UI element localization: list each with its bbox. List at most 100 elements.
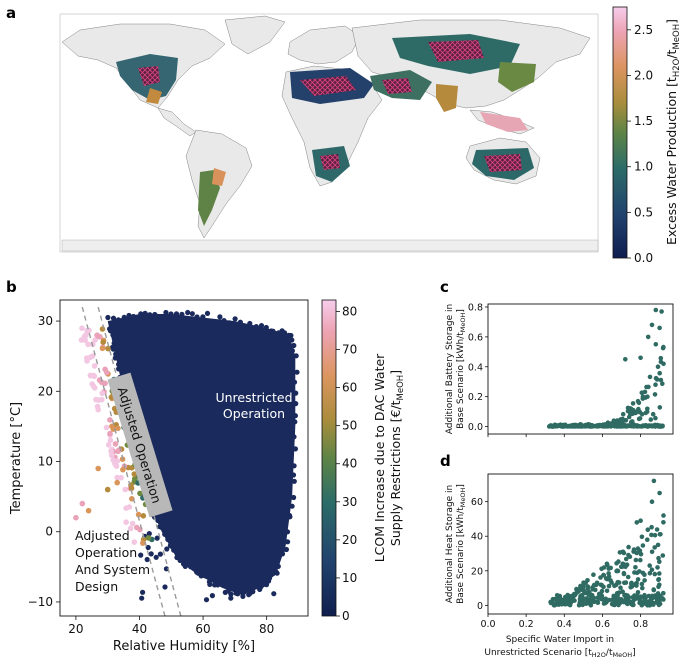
scatter-b-point	[203, 597, 210, 603]
scatter-b-point	[217, 314, 223, 320]
scatter-b-unrestricted-region	[107, 314, 296, 595]
scatter-d: 0.0 0.2 0.4 0.6 0.8 0 20 40 60 Additional Heat …	[445, 473, 674, 659]
scatter-c-point	[592, 423, 597, 429]
scatter-b-point	[107, 437, 114, 444]
scatter-d-point	[596, 591, 602, 597]
scatter-d-point	[640, 585, 645, 591]
scatter-b-point	[226, 320, 232, 326]
scatter-d-point	[606, 583, 612, 589]
panel-letter-a: a	[6, 4, 16, 22]
scatter-b-point	[266, 536, 272, 543]
scatter-d-point	[576, 589, 581, 594]
scatter-b-point	[73, 514, 79, 521]
scatter-d-point	[626, 544, 631, 550]
scatter-b-x-tick-label: 80	[259, 622, 274, 636]
scatter-b-point	[153, 554, 159, 560]
scatter-b-point	[140, 540, 146, 546]
scatter-b-y-tick-label: 30	[38, 314, 53, 328]
scatter-b-point	[138, 311, 144, 317]
scatter-b-point	[293, 390, 299, 396]
map-colorbar-tick-label: 1.5	[634, 114, 653, 128]
scatter-c-point	[629, 419, 635, 424]
scatter-b-point	[221, 552, 227, 558]
map-colorbar-tick-label: 0.5	[634, 205, 653, 219]
scatter-b-point	[190, 547, 197, 553]
scatter-b-point	[173, 311, 180, 317]
scatter-c-point	[617, 423, 622, 429]
scatter-c-y-tick-label: 0.8	[468, 302, 483, 313]
scatter-b-point	[129, 496, 135, 502]
scatter-b-point	[291, 379, 298, 385]
scatter-c-point	[597, 423, 602, 429]
scatter-d-point	[635, 577, 641, 582]
scatter-b-point	[291, 463, 297, 469]
scatter-c-point	[586, 423, 591, 429]
scatter-b-point	[166, 517, 173, 523]
scatter-b-point	[104, 369, 110, 376]
scatter-b-point	[284, 529, 291, 535]
scatter-b-point	[288, 332, 294, 339]
scatter-c-point	[660, 381, 665, 387]
scatter-b-x-tick-label: 20	[68, 622, 83, 636]
scatter-b-point	[157, 315, 163, 321]
scatter-b-point	[87, 372, 94, 379]
annotation-design-3: And System	[75, 562, 150, 577]
scatter-d-point	[639, 534, 645, 540]
scatter-b-x-tick-label: 40	[132, 622, 147, 636]
scatter-b-point	[85, 341, 91, 348]
scatter-d-point	[657, 490, 662, 496]
scatter-d-point	[589, 593, 594, 599]
scatter-b-point	[169, 527, 175, 533]
scatter-d-point	[583, 601, 589, 606]
scatter-b-point	[174, 554, 180, 561]
scatter-c-point	[620, 417, 625, 422]
scatter-d-point	[562, 602, 568, 607]
scatter-b-point	[99, 345, 106, 352]
scatter-d-xlabel-2: Unrestricted Scenario [tH2O/tMeOH]	[484, 648, 635, 659]
scatter-b-colorbar-label-2: Supply Restrictions [€/tMeOH]	[388, 370, 406, 546]
scatter-b-point	[81, 333, 88, 340]
scatter-d-point	[550, 599, 555, 605]
scatter-d-point	[634, 520, 640, 525]
map-colorbar-tick-label: 2.5	[634, 23, 653, 37]
scatter-d-point	[570, 593, 575, 599]
scatter-d-point	[559, 602, 565, 607]
scatter-b-point	[228, 595, 234, 601]
scatter-b-point	[99, 379, 105, 386]
scatter-d-y-tick-label: 20	[471, 566, 483, 577]
scatter-b-point	[176, 519, 183, 526]
scatter-c-point	[623, 357, 628, 362]
scatter-c-ylabel-1: Additional Battery Storage in	[445, 304, 455, 435]
hatch-middle-east	[382, 78, 412, 94]
scatter-b-point	[185, 309, 191, 316]
scatter-b-point	[116, 366, 122, 372]
scatter-b-point	[108, 452, 115, 459]
scatter-c-y-ticks: 0.0 0.2 0.4 0.6 0.8	[468, 302, 488, 433]
scatter-b-point	[279, 551, 286, 557]
scatter-b-point	[212, 582, 218, 588]
scatter-b-point	[182, 527, 188, 533]
scatter-c-point	[653, 382, 658, 388]
scatter-b-point	[291, 342, 297, 349]
scatter-d-point	[630, 599, 636, 604]
scatter-d-point	[601, 584, 606, 590]
scatter-d-point	[587, 601, 593, 607]
scatter-b-point	[112, 441, 119, 447]
scatter-b-point	[152, 311, 158, 318]
scatter-d-point	[591, 599, 596, 604]
scatter-d-point	[606, 571, 611, 576]
scatter-b-point	[123, 505, 129, 512]
map-colorbar-tick-label: 1.0	[634, 160, 653, 174]
scatter-b-x-ticks: 20 40 60 80	[68, 616, 274, 636]
scatter-b-point	[175, 547, 182, 554]
scatter-b-point	[172, 515, 178, 521]
scatter-d-point	[615, 579, 620, 585]
scatter-d-point	[631, 549, 636, 554]
scatter-d-point	[579, 593, 585, 598]
scatter-d-point	[612, 583, 617, 589]
scatter-d-point	[652, 532, 658, 538]
scatter-c-point	[653, 307, 659, 313]
scatter-b-point	[163, 566, 169, 572]
scatter-d-point	[649, 549, 655, 555]
scatter-d-xlabel-1: Specific Water Import in	[506, 635, 614, 645]
